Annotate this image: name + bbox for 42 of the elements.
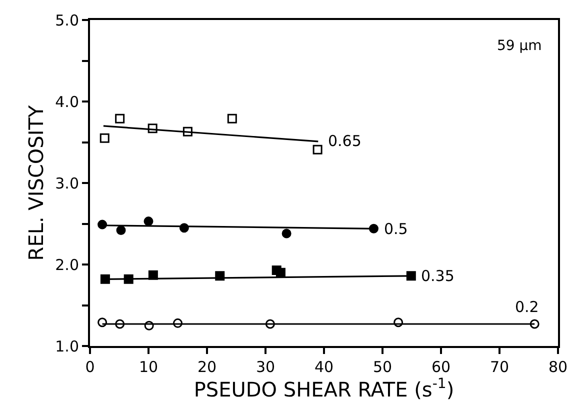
x-tick-label: 60 (431, 358, 451, 376)
point (173, 318, 182, 328)
point (182, 126, 192, 136)
x-tick-label: 0 (85, 358, 95, 376)
x-axis-title: PSEUDO SHEAR RATE (s$^{-1}$) (194, 376, 454, 402)
point (368, 224, 378, 234)
annotation: 59 µm (497, 38, 542, 54)
point (116, 226, 126, 236)
point (98, 318, 108, 328)
point (312, 144, 322, 154)
point (530, 319, 540, 329)
point (276, 268, 286, 278)
point (144, 320, 154, 330)
point (115, 114, 125, 124)
x-tick-label: 20 (197, 358, 217, 376)
point (98, 220, 108, 230)
series-label: 0.5 (384, 220, 408, 238)
series-label: 0.65 (328, 132, 362, 150)
x-tick-label: 40 (314, 358, 334, 376)
point (144, 216, 154, 226)
x-tick-label: 30 (256, 358, 276, 376)
y-axis-title: REL. VISCOSITY (24, 104, 48, 261)
series-label: 0.35 (421, 267, 454, 285)
point (406, 271, 416, 281)
point (227, 114, 237, 124)
point (100, 133, 110, 143)
series-label: 0.2 (515, 298, 539, 316)
y-tick-label: 2.0 (55, 256, 79, 274)
point (394, 318, 404, 328)
x-tick-label: 10 (138, 358, 158, 376)
y-tick-label: 1.0 (55, 337, 79, 356)
point (282, 228, 292, 238)
point (115, 319, 125, 329)
point (148, 124, 158, 134)
x-tick-label: 80 (548, 358, 568, 376)
y-tick-label: 3.0 (55, 174, 79, 192)
x-tick-label: 70 (490, 358, 510, 376)
point (100, 274, 110, 284)
point (265, 319, 275, 329)
x-tick-label: 50 (372, 358, 392, 376)
y-tick-label: 4.0 (55, 92, 79, 111)
y-tick-label: 5.0 (55, 11, 79, 30)
